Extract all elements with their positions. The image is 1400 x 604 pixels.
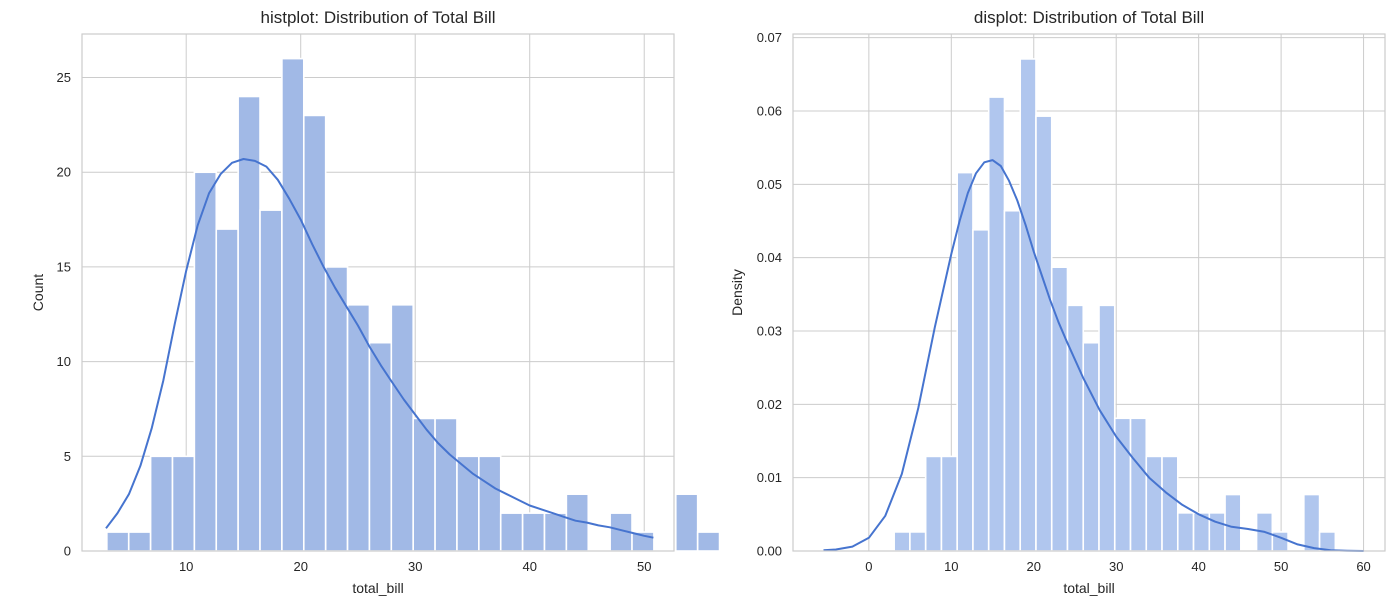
y-tick-label: 0.00: [757, 544, 782, 559]
histogram-bar: [1082, 341, 1100, 552]
x-tick-label: 20: [1027, 559, 1041, 574]
y-tick-label: 0.02: [757, 397, 782, 412]
histogram-bar: [696, 531, 721, 552]
histogram-bar: [940, 455, 958, 552]
plot-frame: [81, 33, 675, 552]
y-tick-label: 0.03: [757, 324, 782, 339]
x-tick-label: 40: [522, 559, 536, 574]
y-tick-label: 0.01: [757, 470, 782, 485]
x-tick-label: 50: [637, 559, 651, 574]
histogram-bar: [259, 209, 283, 552]
plot-frame: [792, 33, 1386, 552]
histogram-bar: [1303, 493, 1321, 552]
histogram-bar: [302, 114, 327, 552]
histogram-bar: [987, 96, 1006, 552]
x-tick-label: 20: [293, 559, 307, 574]
kde-line: [105, 158, 654, 539]
y-tick-label: 25: [57, 70, 71, 85]
histogram-bar: [893, 531, 911, 552]
y-tick-label: 20: [57, 165, 71, 180]
y-tick-label: 0: [64, 544, 71, 559]
y-tick-label: 0.06: [757, 104, 782, 119]
histogram-bar: [1098, 304, 1116, 552]
y-tick-label: 15: [57, 259, 71, 274]
histogram-bar: [1145, 455, 1163, 552]
y-tick-label: 0.07: [757, 30, 782, 45]
x-tick-label: 30: [1109, 559, 1123, 574]
chart-title: displot: Distribution of Total Bill: [974, 8, 1204, 27]
histogram-bar: [909, 531, 927, 552]
x-tick-label: 10: [179, 559, 193, 574]
histogram-bar: [324, 266, 349, 552]
x-axis-label: total_bill: [1063, 580, 1114, 596]
histogram-bar: [237, 95, 261, 552]
y-tick-label: 5: [64, 449, 71, 464]
histogram-bar: [1176, 512, 1195, 552]
histogram-bar: [1208, 512, 1226, 552]
histogram-bar: [106, 531, 130, 552]
x-axis-label: total_bill: [352, 580, 403, 596]
histogram-bar: [171, 455, 196, 552]
histogram-bar: [1129, 417, 1148, 552]
histogram-bar: [924, 455, 943, 552]
histogram-bar: [127, 531, 152, 552]
histogram-bar: [956, 171, 974, 552]
histogram-bar: [281, 57, 305, 552]
histogram-bar: [1066, 304, 1085, 552]
x-tick-label: 40: [1191, 559, 1205, 574]
y-axis-label: Count: [30, 274, 46, 311]
y-axis-label: Density: [729, 269, 745, 316]
x-tick-label: 60: [1356, 559, 1370, 574]
histogram-bar: [478, 455, 502, 552]
histogram-bar: [390, 304, 414, 552]
histogram-bar: [412, 417, 436, 552]
histogram-bar: [1019, 58, 1037, 552]
histogram-bar: [215, 228, 239, 552]
histplot-chart: 10 20 30 40 50 0 5 10 15 20 25 histplot: Distributi…: [30, 8, 721, 596]
chart-title: histplot: Distribution of Total Bill: [261, 8, 496, 27]
y-tick-label: 0.05: [757, 177, 782, 192]
displot-panel: 0 10 20 30 40 50 60 0.00 0.01 0.02 0.03 0.04 0.05 0.0…: [700, 0, 1400, 604]
displot-chart: 0 10 20 30 40 50 60 0.00 0.01 0.02 0.03 0.04 0.05 0.0…: [729, 8, 1386, 596]
y-tick-label: 0.04: [757, 250, 782, 265]
histogram-bar: [1161, 455, 1179, 552]
x-tick-label: 50: [1274, 559, 1288, 574]
x-tick-label: 10: [944, 559, 958, 574]
histogram-bar: [972, 229, 990, 552]
histogram-bar: [521, 512, 546, 552]
histogram-bar: [368, 341, 393, 552]
histogram-bar: [543, 512, 568, 552]
y-tick-label: 10: [57, 354, 71, 369]
histogram-bar: [674, 493, 699, 552]
histogram-bar: [434, 417, 458, 552]
histplot-panel: 10 20 30 40 50 0 5 10 15 20 25 histplot: Distributi…: [0, 0, 721, 604]
histogram-bar: [1003, 209, 1022, 552]
histogram-bar: [1224, 493, 1242, 552]
kde-line: [823, 159, 1364, 552]
histogram-bar: [499, 512, 524, 552]
x-tick-label: 0: [865, 559, 872, 574]
histogram-bar: [149, 455, 174, 552]
x-tick-label: 30: [408, 559, 422, 574]
histogram-bar: [1035, 115, 1053, 552]
